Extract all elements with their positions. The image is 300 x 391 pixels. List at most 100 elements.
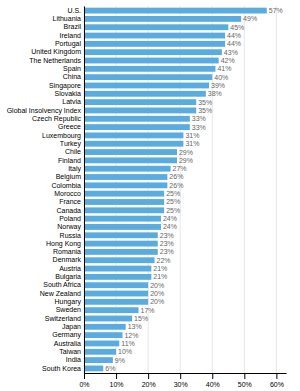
bar — [84, 357, 113, 363]
grid-line — [84, 6, 85, 373]
y-tick-label: Sweden — [56, 306, 81, 313]
x-tick: 0% — [79, 373, 89, 388]
bar — [84, 124, 190, 130]
x-tick-mark — [148, 373, 149, 379]
y-tick-label: Global Insolvency Index — [7, 107, 82, 115]
data-label: 11% — [121, 340, 135, 347]
data-label: 21% — [153, 273, 167, 280]
data-label: 57% — [269, 7, 283, 14]
data-label: 26% — [169, 173, 183, 180]
bar — [84, 157, 177, 163]
y-tick: South Africa — [43, 281, 84, 288]
bar — [84, 241, 158, 247]
data-label: 24% — [163, 215, 177, 222]
x-tick: 20% — [142, 373, 156, 388]
y-tick: Romania — [53, 248, 84, 255]
y-tick-label: Belgium — [56, 173, 81, 181]
y-tick: South Korea — [42, 365, 84, 372]
y-tick-label: Spain — [63, 65, 81, 73]
bar — [84, 307, 139, 313]
y-tick-label: New Zealand — [40, 290, 81, 297]
bar — [84, 91, 206, 97]
data-label: 23% — [160, 248, 174, 255]
y-tick: Latvia — [62, 98, 84, 105]
data-label: 9% — [115, 357, 125, 364]
x-tick: 10% — [110, 373, 124, 388]
bar — [84, 232, 158, 238]
y-tick-label: Ireland — [60, 32, 82, 39]
data-label: 38% — [208, 90, 222, 97]
x-tick: 50% — [238, 373, 252, 388]
y-tick: Brazil — [63, 23, 84, 30]
y-tick: United Kingdom — [31, 48, 84, 56]
bar — [84, 349, 116, 355]
bars — [84, 8, 267, 372]
y-tick-label: Romania — [53, 248, 81, 255]
bar — [84, 282, 148, 288]
bar — [84, 207, 164, 213]
y-tick: Finland — [58, 157, 84, 164]
y-tick-label: United Kingdom — [31, 48, 81, 56]
y-tick-label: Lithuania — [53, 15, 82, 22]
x-tick-label: 0% — [79, 381, 89, 388]
bar — [84, 332, 122, 338]
bar — [84, 266, 151, 272]
y-tick: Japan — [62, 323, 84, 331]
x-tick-label: 50% — [238, 381, 252, 388]
y-tick-label: The Netherlands — [29, 57, 81, 64]
bar — [84, 33, 225, 39]
y-tick: Australia — [54, 340, 84, 347]
bar — [84, 8, 267, 14]
y-tick: Poland — [59, 215, 84, 222]
y-tick: Canada — [56, 207, 84, 214]
axis-domain — [84, 7, 85, 374]
bar — [84, 16, 241, 22]
y-tick-label: South Korea — [42, 365, 81, 372]
y-tick: Greece — [58, 123, 84, 130]
y-tick-label: Hungary — [55, 298, 82, 306]
bar — [84, 149, 177, 155]
bar — [84, 216, 161, 222]
y-tick-label: U.S. — [67, 7, 81, 14]
y-tick: Taiwan — [59, 348, 84, 355]
y-tick-label: Switzerland — [45, 315, 81, 322]
bar — [84, 341, 119, 347]
data-label: 20% — [150, 290, 164, 297]
y-tick-label: Hong Kong — [46, 240, 81, 248]
y-tick: Switzerland — [45, 315, 84, 322]
data-label: 26% — [169, 182, 183, 189]
grid — [84, 6, 276, 373]
bar — [84, 257, 155, 263]
y-tick: Sweden — [56, 306, 84, 313]
y-tick-label: Taiwan — [59, 348, 81, 355]
data-label: 24% — [163, 223, 177, 230]
y-tick-label: Morocco — [54, 190, 81, 197]
data-label: 13% — [128, 323, 142, 330]
y-tick-label: Bulgaria — [55, 273, 81, 281]
x-tick-label: 20% — [142, 381, 156, 388]
y-tick: New Zealand — [40, 290, 84, 297]
bar — [84, 41, 225, 47]
bar — [84, 191, 164, 197]
y-tick-label: Colombia — [51, 182, 81, 189]
data-label: 21% — [153, 265, 167, 272]
y-tick-label: Latvia — [62, 98, 81, 105]
x-tick-label: 40% — [206, 381, 220, 388]
data-label: 25% — [166, 190, 180, 197]
y-tick: Germany — [52, 331, 84, 339]
data-label: 41% — [217, 65, 231, 72]
data-label: 44% — [227, 40, 241, 47]
y-tick-label: Japan — [62, 323, 81, 331]
x-tick-mark — [212, 373, 213, 379]
bar — [84, 49, 222, 55]
y-axis: U.S.LithuaniaBrazilIrelandPortugalUnited… — [7, 7, 85, 374]
y-tick: Bulgaria — [55, 273, 84, 281]
y-tick: Chile — [65, 148, 84, 155]
x-tick-mark — [84, 373, 85, 379]
x-tick: 30% — [174, 373, 188, 388]
bar — [84, 224, 161, 230]
bar — [84, 58, 219, 64]
y-tick: Austria — [59, 265, 84, 272]
data-label: 43% — [224, 49, 238, 56]
data-label: 27% — [173, 165, 187, 172]
